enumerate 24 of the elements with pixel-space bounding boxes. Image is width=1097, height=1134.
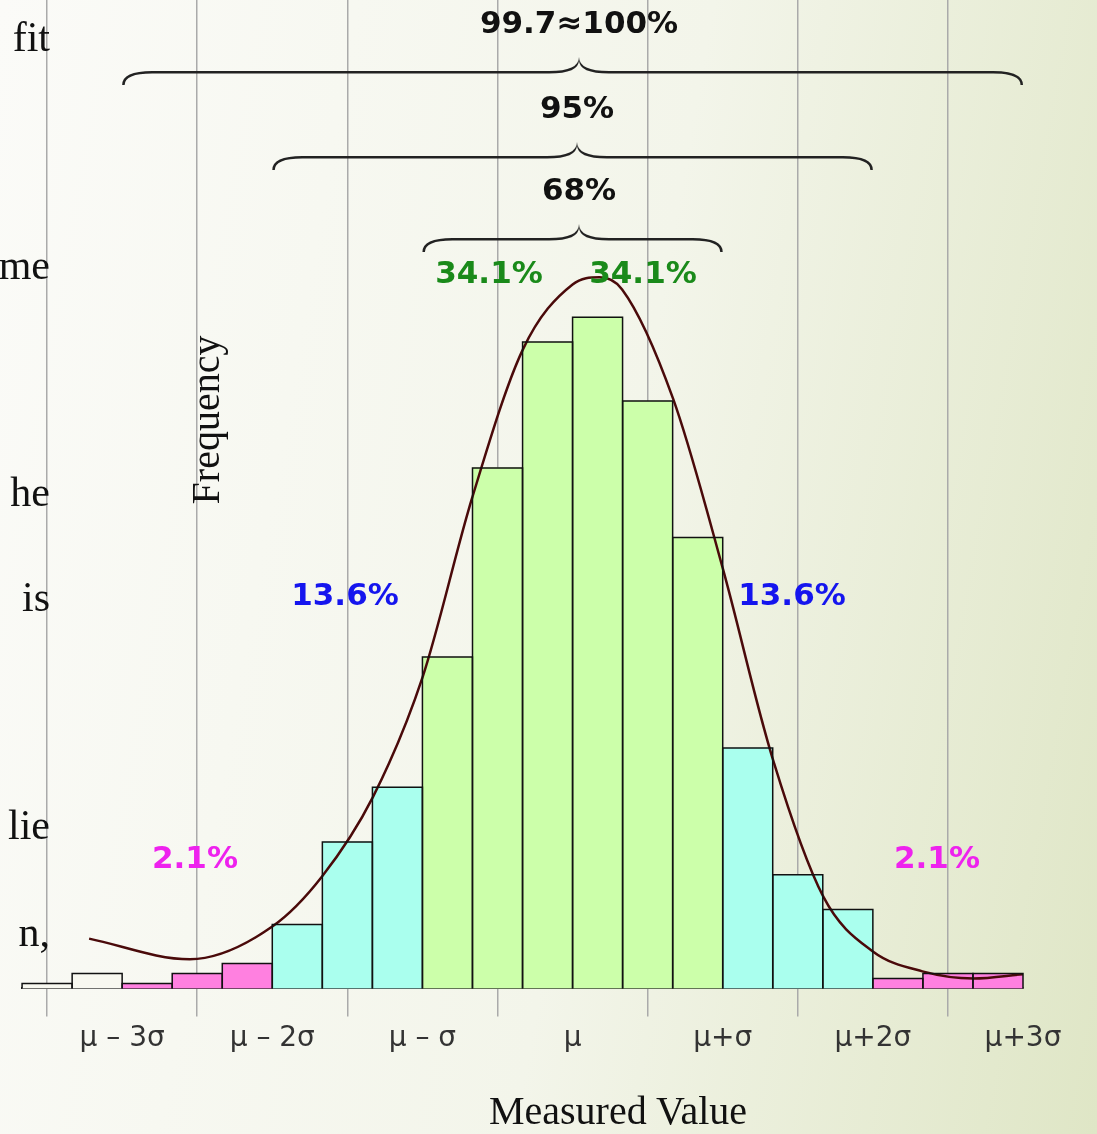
x-tick-label: μ – 2σ: [229, 1020, 315, 1054]
annotation: me: [0, 242, 50, 289]
x-tick-label: μ+3σ: [984, 1020, 1062, 1054]
text: fit: [12, 14, 51, 61]
annotation: 34.1%: [435, 254, 543, 291]
annotation: 13.6%: [291, 576, 399, 613]
x-tick-label: μ – σ: [388, 1020, 457, 1054]
text: 95%: [539, 89, 615, 126]
text: 99.7≈100%: [479, 4, 679, 41]
annotation: is: [21, 574, 50, 621]
x-tick-label: μ – 3σ: [79, 1020, 165, 1054]
annotation: 2.1%: [894, 839, 980, 876]
x-tick-label: μ+2σ: [834, 1020, 912, 1054]
annotation: 13.6%: [738, 576, 846, 613]
annotation: n,: [18, 909, 50, 956]
y-axis-title: Frequency: [182, 335, 228, 505]
annotation: lie: [8, 802, 50, 849]
x-axis-title: Measured Value: [488, 1087, 748, 1133]
text: 68%: [541, 171, 617, 208]
x-tick-label: μ+σ: [693, 1020, 753, 1054]
x-tick-label: μ: [563, 1020, 582, 1054]
annotation: 2.1%: [152, 839, 238, 876]
annotation: he: [10, 469, 50, 516]
annotation: 34.1%: [589, 254, 697, 291]
